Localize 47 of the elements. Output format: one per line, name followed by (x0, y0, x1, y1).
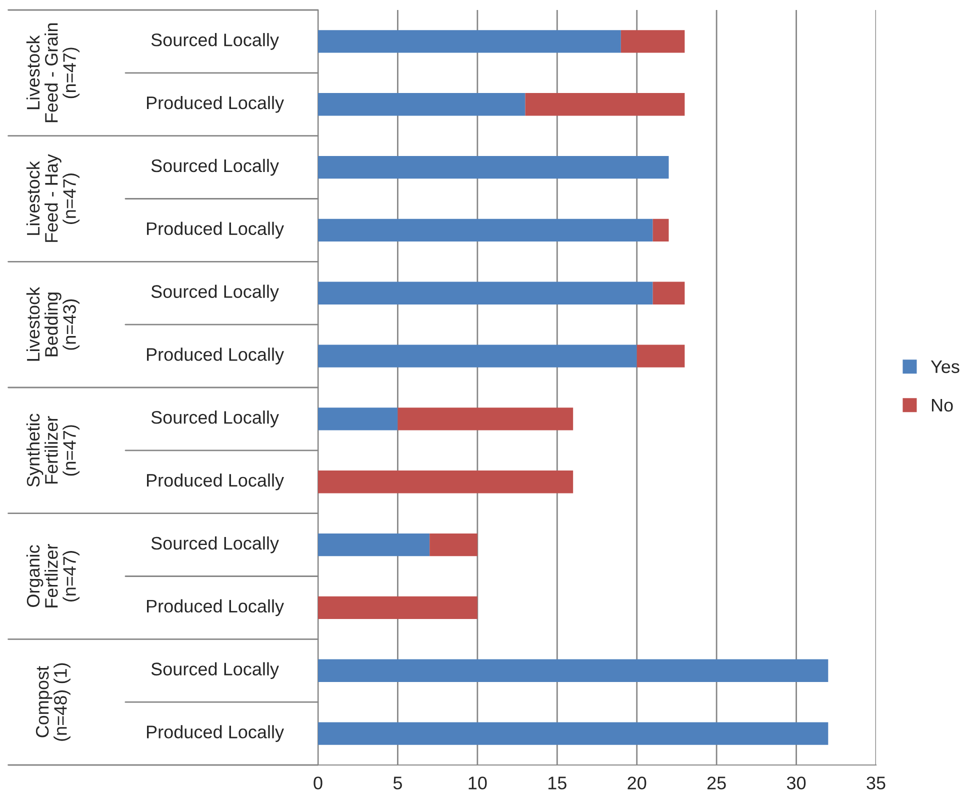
y-tick-label: Produced Locally (147, 725, 284, 742)
bar (318, 218, 653, 242)
bar (652, 218, 669, 242)
text: Livestock Bedding (n=43) (26, 286, 80, 361)
text: Livestock Feed - Hay (n=47) (26, 154, 80, 242)
x-tick-label: 15 (548, 776, 566, 790)
bar (318, 30, 621, 53)
y-tick-label: Produced Locally (147, 96, 284, 113)
bar (636, 344, 685, 368)
x-tick-label: 30 (786, 776, 806, 790)
bar (652, 282, 685, 304)
bar (318, 156, 669, 179)
bar (398, 408, 574, 430)
x-tick-label: 10 (468, 776, 487, 790)
legend-label: No (932, 398, 953, 412)
bar (620, 30, 685, 53)
legend-label: Yes (930, 360, 960, 374)
x-tick-label: 5 (393, 776, 402, 790)
x-tick-label: 0 (314, 776, 322, 790)
bar (318, 533, 430, 556)
bar (318, 659, 828, 682)
x-tick-label: 35 (866, 776, 886, 790)
text: Livestock Feed - Grain (n=47) (26, 23, 80, 122)
x-tick-label: 20 (628, 776, 646, 790)
y-tick-label: Sourced Locally (151, 662, 279, 680)
y-tick-label: Sourced Locally (151, 33, 279, 50)
bar (318, 282, 653, 304)
y-tick-label: Sourced Locally (151, 536, 279, 554)
bar (318, 470, 574, 494)
bar (318, 93, 526, 116)
y-tick-label: Produced Locally (147, 473, 284, 490)
x-tick-label: 25 (707, 776, 726, 790)
bar (318, 408, 398, 430)
bar (318, 344, 637, 368)
y-tick-label: Produced Locally (147, 599, 284, 616)
text: Synthetic Fertilizer (n=47) (26, 414, 80, 487)
y-tick-label: Produced Locally (147, 348, 284, 364)
bar (318, 596, 478, 620)
text: Compost (n=48) (1) (36, 663, 70, 741)
y-tick-label: Sourced Locally (151, 158, 279, 176)
text: Organic Fertlizer (n=47) (26, 544, 80, 608)
y-tick-label: Sourced Locally (151, 284, 279, 302)
bar (318, 722, 828, 745)
bar (430, 533, 478, 556)
bar (525, 93, 685, 116)
y-tick-label: Sourced Locally (151, 410, 279, 428)
y-tick-label: Produced Locally (147, 222, 284, 239)
